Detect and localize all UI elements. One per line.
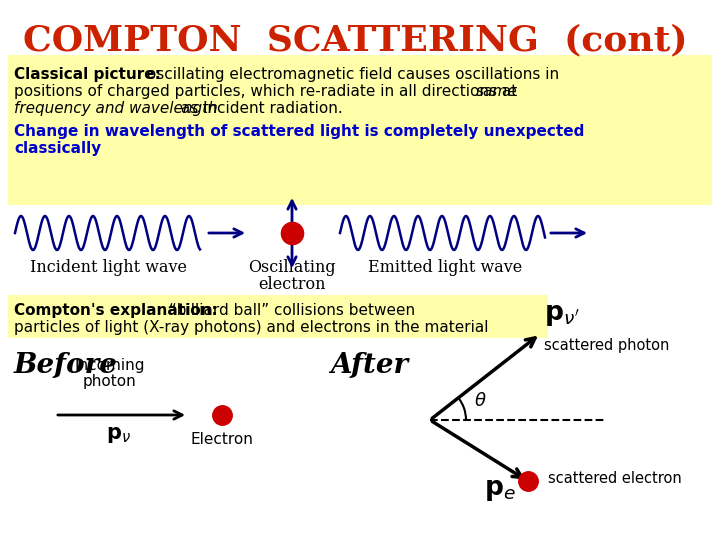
Bar (8, 295, 548, 338)
Text: Incident light wave: Incident light wave (30, 259, 186, 276)
Text: $\theta$: $\theta$ (474, 392, 487, 410)
Text: Incoming: Incoming (75, 358, 145, 373)
Text: classically: classically (14, 141, 102, 156)
Text: Before: Before (14, 352, 118, 379)
Text: After: After (330, 352, 408, 379)
Text: scattered electron: scattered electron (547, 471, 681, 487)
Text: $\mathbf{p}_{\nu'}$: $\mathbf{p}_{\nu'}$ (544, 302, 580, 328)
Text: same: same (476, 84, 518, 99)
Text: Oscillating: Oscillating (248, 259, 336, 276)
Text: “billiard ball” collisions between: “billiard ball” collisions between (164, 303, 415, 318)
Text: Classical picture:: Classical picture: (14, 67, 161, 82)
Text: photon: photon (83, 374, 137, 389)
Text: $\mathbf{p}_\nu$: $\mathbf{p}_\nu$ (106, 425, 130, 445)
Text: scattered photon: scattered photon (544, 338, 670, 353)
Text: Electron: Electron (191, 432, 253, 447)
Text: Compton's explanation:: Compton's explanation: (14, 303, 217, 318)
Text: as incident radiation.: as incident radiation. (176, 101, 343, 116)
Text: electron: electron (258, 276, 325, 293)
Text: positions of charged particles, which re-radiate in all directions at: positions of charged particles, which re… (14, 84, 522, 99)
Text: $\mathbf{p}_e$: $\mathbf{p}_e$ (484, 477, 516, 503)
Text: oscillating electromagnetic field causes oscillations in: oscillating electromagnetic field causes… (142, 67, 559, 82)
Text: Change in wavelength of scattered light is completely unexpected: Change in wavelength of scattered light … (14, 124, 585, 139)
Text: Emitted light wave: Emitted light wave (368, 259, 522, 276)
Bar (8, 55, 712, 205)
Text: frequency and wavelength: frequency and wavelength (14, 101, 217, 116)
Text: COMPTON  SCATTERING  (cont): COMPTON SCATTERING (cont) (23, 23, 688, 57)
Text: particles of light (X-ray photons) and electrons in the material: particles of light (X-ray photons) and e… (14, 320, 488, 335)
